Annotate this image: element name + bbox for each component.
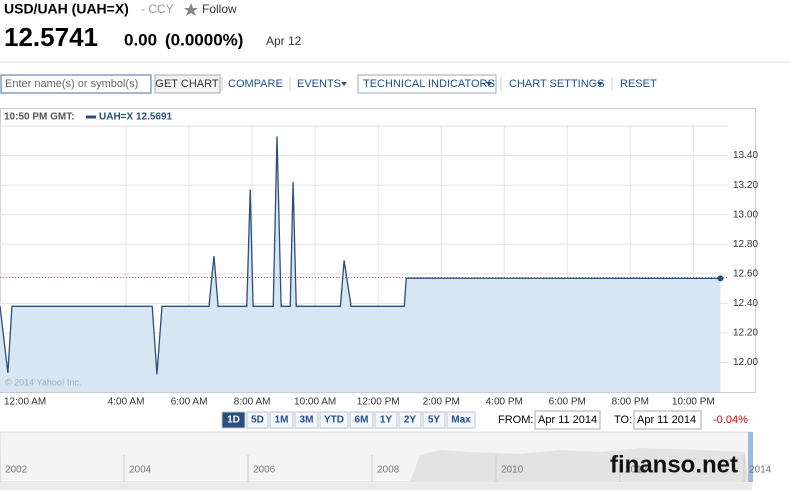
compare[interactable]: COMPARE	[228, 78, 283, 90]
y-tick-label: 12.60	[733, 268, 758, 279]
range-label: 2Y	[404, 415, 417, 426]
range-label: 1D	[227, 415, 240, 426]
year-label: 2010	[501, 465, 524, 476]
events[interactable]: EVENTS	[297, 78, 341, 90]
x-tick-label: 6:00 PM	[549, 397, 586, 408]
range-label: Max	[451, 415, 471, 426]
range-button[interactable]	[221, 411, 246, 429]
year-label: 2004	[129, 465, 152, 476]
dropdown-arrow	[486, 82, 492, 86]
legend-time: 10:50 PM GMT:	[4, 112, 75, 123]
range-button[interactable]	[422, 411, 446, 429]
copyright: © 2014 Yahoo! Inc.	[5, 377, 81, 387]
to-date: Apr 11 2014	[637, 414, 696, 426]
range-label: YTD	[324, 415, 344, 426]
x-tick-label: 4:00 AM	[108, 397, 145, 408]
x-tick-label: 2:00 PM	[423, 397, 460, 408]
price-line	[0, 136, 721, 375]
change-pct: (0.0000%)	[165, 30, 243, 49]
search-input[interactable]	[0, 74, 152, 94]
range-button[interactable]	[349, 411, 374, 429]
follow[interactable]: Follow	[202, 2, 237, 16]
x-tick-label: 6:00 AM	[171, 397, 208, 408]
year-label: 2012	[625, 465, 648, 476]
navigator-area	[410, 448, 748, 482]
from-date: Apr 11 2014	[538, 414, 597, 426]
y-tick-label: 12.40	[733, 298, 758, 309]
y-tick-label: 12.20	[733, 328, 758, 339]
search-placeholder: Enter name(s) or symbol(s)	[5, 78, 138, 90]
y-tick-label: 13.40	[733, 150, 758, 161]
period-change: -0.04%	[713, 414, 748, 426]
year-label: 2014	[749, 465, 772, 476]
x-tick-label: 4:00 PM	[486, 397, 523, 408]
year-label: 2002	[5, 465, 28, 476]
range-button[interactable]	[294, 411, 319, 429]
to-input[interactable]	[633, 410, 702, 430]
y-tick-label: 12.80	[733, 239, 758, 250]
from-input[interactable]	[534, 410, 601, 430]
range-button[interactable]	[398, 411, 422, 429]
range-button[interactable]	[446, 411, 476, 429]
quote-title: USD/UAH (UAH=X)	[4, 1, 129, 17]
to-label: TO:	[614, 414, 632, 426]
range-button[interactable]	[269, 411, 294, 429]
dropdown-arrow	[597, 82, 603, 86]
x-tick-label: 12:00 AM	[4, 397, 46, 408]
range-label: 5D	[251, 415, 264, 426]
chart-settings[interactable]: CHART SETTINGS	[509, 78, 605, 90]
range-button[interactable]	[246, 411, 269, 429]
year-label: 2008	[377, 465, 400, 476]
range-button[interactable]	[374, 411, 398, 429]
technical: TECHNICAL INDICATORS	[363, 78, 495, 90]
get-chart-label: GET CHART	[155, 78, 218, 90]
y-tick-label: 13.20	[733, 180, 758, 191]
change: 0.00	[124, 30, 157, 49]
scrollbar[interactable]	[0, 483, 752, 490]
x-tick-label: 10:00 PM	[672, 397, 715, 408]
dropdown-arrow	[341, 82, 347, 86]
x-tick-label: 10:00 AM	[294, 397, 336, 408]
range-label: 6M	[355, 415, 369, 426]
date: Apr 12	[266, 34, 302, 48]
x-tick-label: 12:00 PM	[357, 397, 400, 408]
last-point	[717, 275, 724, 282]
get-chart-button[interactable]	[154, 74, 221, 94]
year-label: 2006	[253, 465, 276, 476]
legend-entry: UAH=X 12.5691	[99, 112, 173, 123]
area-fill	[0, 136, 721, 392]
range-button[interactable]	[319, 411, 349, 429]
range-label: 1M	[275, 415, 289, 426]
navigator-handle[interactable]	[748, 432, 753, 482]
price: 12.5741	[4, 22, 98, 52]
watermark: finanso.net	[610, 451, 738, 478]
reset[interactable]: RESET	[620, 78, 657, 90]
range-label: 1Y	[380, 415, 393, 426]
x-tick-label: 8:00 PM	[612, 397, 649, 408]
from-label: FROM:	[498, 414, 533, 426]
technical-box[interactable]	[357, 74, 497, 94]
star-icon[interactable]	[184, 3, 198, 16]
exchange: - CCY	[141, 2, 174, 16]
x-tick-label: 8:00 AM	[234, 397, 271, 408]
y-tick-label: 12.00	[733, 357, 758, 368]
range-label: 3M	[300, 415, 314, 426]
y-tick-label: 13.00	[733, 209, 758, 220]
range-label: 5Y	[428, 415, 441, 426]
